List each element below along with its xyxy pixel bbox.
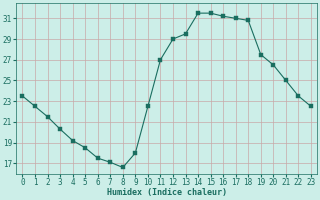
X-axis label: Humidex (Indice chaleur): Humidex (Indice chaleur) [107,188,227,197]
